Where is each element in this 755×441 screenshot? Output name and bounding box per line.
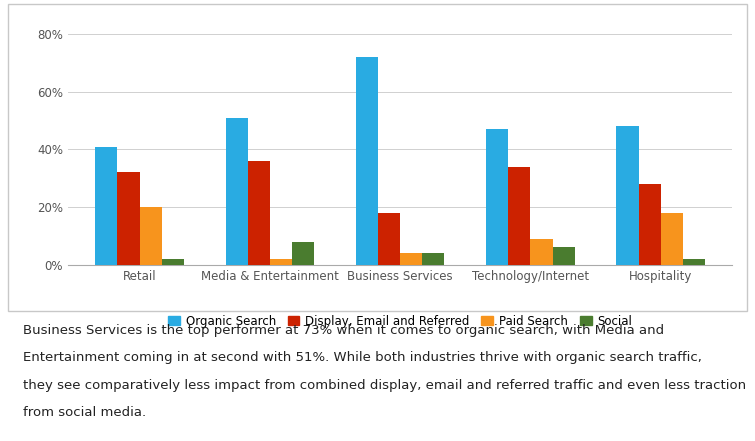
Bar <box>226 118 248 265</box>
Legend: Organic Search, Display, Email and Referred, Paid Search, Social: Organic Search, Display, Email and Refer… <box>168 314 633 328</box>
Bar <box>292 242 314 265</box>
Bar <box>356 57 378 265</box>
Bar <box>616 127 639 265</box>
Bar <box>378 213 400 265</box>
Bar <box>508 167 531 265</box>
Bar <box>531 239 553 265</box>
Text: they see comparatively less impact from combined display, email and referred tra: they see comparatively less impact from … <box>23 379 746 392</box>
Bar <box>486 129 508 265</box>
Bar <box>118 172 140 265</box>
Bar <box>400 253 422 265</box>
Bar <box>661 213 683 265</box>
Bar <box>683 259 705 265</box>
Bar <box>639 184 661 265</box>
Text: Entertainment coming in at second with 51%. While both industries thrive with or: Entertainment coming in at second with 5… <box>23 351 701 364</box>
Text: from social media.: from social media. <box>23 406 146 419</box>
Text: Business Services is the top performer at 73% when it comes to organic search, w: Business Services is the top performer a… <box>23 324 664 337</box>
Bar <box>248 161 270 265</box>
Bar <box>95 146 118 265</box>
Bar <box>553 247 575 265</box>
Bar <box>162 259 184 265</box>
Bar <box>140 207 162 265</box>
Bar <box>422 253 445 265</box>
Bar <box>270 259 292 265</box>
